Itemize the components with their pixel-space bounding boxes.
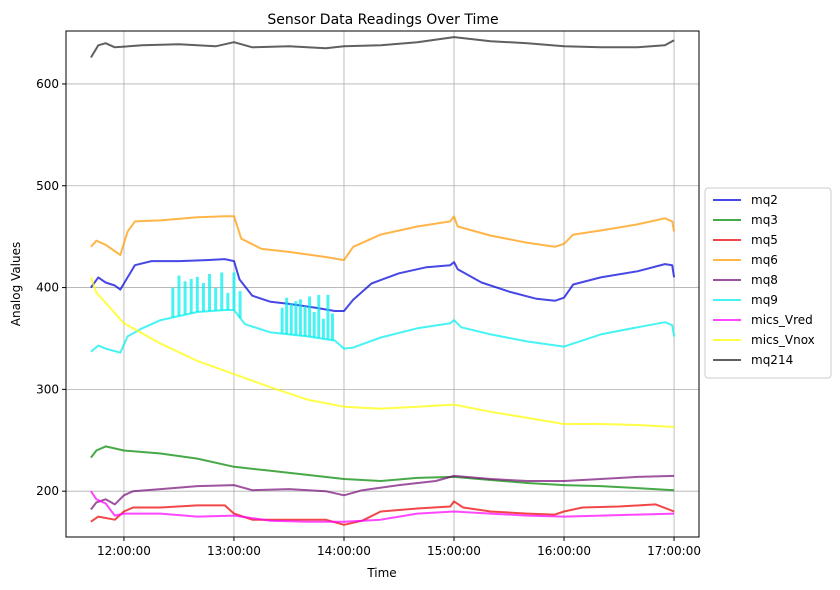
legend-label: mq2	[751, 193, 778, 207]
y-tick-label: 400	[36, 281, 59, 295]
series-line-mics-vred	[90, 490, 675, 523]
legend-label: mq214	[751, 353, 793, 367]
x-tick-label: 14:00:00	[317, 544, 371, 558]
legend-label: mq6	[751, 253, 778, 267]
x-tick-label: 12:00:00	[97, 544, 151, 558]
legend-label: mics_Vnox	[751, 333, 815, 347]
legend-label: mq9	[751, 293, 778, 307]
series-line-mq9	[90, 309, 676, 354]
y-tick-label: 300	[36, 382, 59, 396]
y-tick-label: 500	[36, 179, 59, 193]
series-layer	[89, 36, 676, 526]
series-line-mq3	[90, 445, 675, 492]
legend-label: mq8	[751, 273, 778, 287]
y-axis-ticks: 200 300 400 500 600	[36, 77, 66, 498]
x-tick-label: 15:00:00	[427, 544, 481, 558]
series-line-mq8	[90, 474, 675, 511]
series-line-mq2	[90, 258, 676, 312]
legend-label: mics_Vred	[751, 313, 813, 327]
x-axis-label: Time	[366, 566, 396, 580]
chart-legend: mq2 mq3 mq5 mq6 mq8 mq9 mics_Vred mics_Vnox mq21…	[704, 187, 832, 379]
legend-label: mq3	[751, 213, 778, 227]
x-tick-label: 13:00:00	[207, 544, 261, 558]
x-tick-label: 16:00:00	[537, 544, 591, 558]
series-line-mq6	[90, 215, 676, 262]
y-tick-label: 200	[36, 484, 59, 498]
plot-frame	[65, 30, 700, 538]
y-tick-label: 600	[36, 77, 59, 91]
y-axis-label: Analog Values	[9, 242, 23, 326]
legend-label: mq5	[751, 233, 778, 247]
series-line-mics-vnox	[89, 277, 675, 428]
chart-title: Sensor Data Readings Over Time	[267, 12, 498, 28]
x-axis-ticks: 12:00:00 13:00:00 14:00:00 15:00:00 16:00:00…	[97, 537, 701, 558]
legend-box	[704, 187, 832, 379]
x-tick-label: 17:00:00	[647, 544, 701, 558]
series-line-mq214	[90, 36, 675, 59]
